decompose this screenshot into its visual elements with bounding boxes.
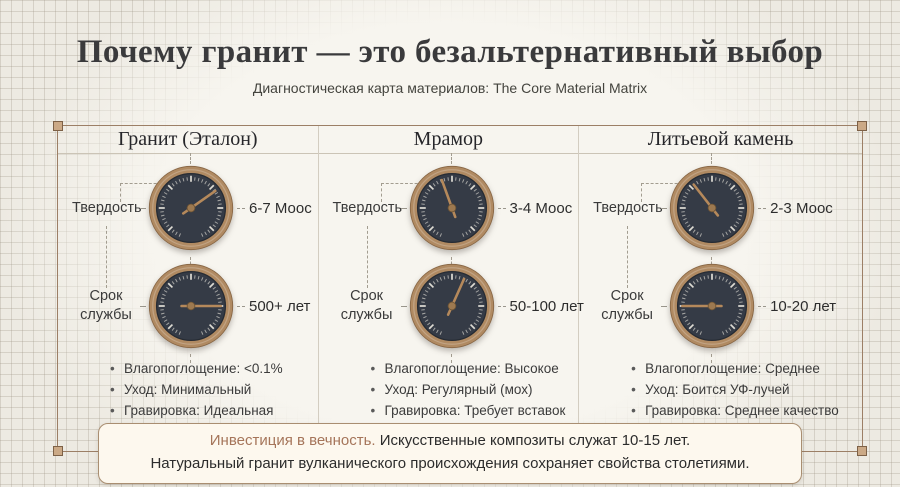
dashed-connector — [497, 207, 506, 209]
list-item: Влагопоглощение: Высокое — [371, 361, 571, 376]
hardness-value: 3-4 Моос — [509, 199, 573, 217]
callout-line-1: Инвестиция в вечность. Искусственные ком… — [114, 430, 786, 453]
lifespan-label: Срок службы — [80, 288, 132, 323]
frame-handle-top-right — [857, 121, 867, 131]
column-marble-body: Твердость 3-4 Моос Срок службы — [319, 153, 584, 451]
dashed-connector — [661, 207, 668, 209]
dashed-connector — [140, 305, 146, 307]
granite-hardness-gauge — [148, 165, 234, 251]
callout-line-2: Натуральный гранит вулканического происх… — [150, 454, 750, 472]
frame-handle-top-left — [53, 121, 63, 131]
page-subtitle: Диагностическая карта материалов: The Co… — [252, 80, 648, 96]
cast-stone-hardness-row: Твердость 2-3 Моос — [593, 162, 854, 254]
marble-properties-list: Влагопоглощение: Высокое Уход: Регулярны… — [371, 361, 571, 418]
hardness-value: 6-7 Моос — [249, 199, 312, 217]
lifespan-value: 500+ лет — [249, 297, 311, 315]
dashed-connector — [237, 305, 245, 307]
granite-lifespan-row: Срок службы 500+ лет — [72, 260, 310, 352]
cast-stone-hardness-gauge — [669, 165, 755, 251]
list-item: Гравировка: Идеальная — [110, 403, 310, 418]
marble-hardness-row: Твердость 3-4 Моос — [333, 162, 573, 254]
lifespan-value: 50-100 лет — [509, 297, 584, 315]
column-marble: Мрамор Твердость 3-4 Моос — [317, 126, 584, 451]
page-title: Почему гранит — это безальтернативный вы… — [76, 34, 824, 70]
dashed-connector — [758, 305, 767, 307]
dashed-connector — [140, 207, 146, 209]
granite-properties-list: Влагопоглощение: <0.1% Уход: Минимальный… — [110, 361, 310, 418]
marble-lifespan-gauge — [409, 263, 495, 349]
callout-text-1: Искусственные композиты служат 10-15 лет… — [379, 432, 691, 449]
column-cast-stone: Литьевой камень Твердость 2 — [578, 126, 862, 451]
granite-hardness-row: Твердость 6-7 Моос — [72, 162, 312, 254]
cast-stone-lifespan-row: Срок службы 10-20 лет — [593, 260, 854, 352]
list-item: Гравировка: Требует вставок — [371, 403, 571, 418]
list-item: Уход: Минимальный — [110, 382, 310, 397]
lifespan-value: 10-20 лет — [770, 297, 837, 315]
column-granite-title: Гранит (Эталон) — [58, 126, 318, 154]
material-columns: Гранит (Эталон) Твердость 6 — [58, 126, 862, 451]
list-item: Уход: Регулярный (мох) — [371, 382, 571, 397]
column-marble-title: Мрамор — [318, 126, 579, 154]
callout-highlight: Инвестиция в вечность. — [209, 432, 376, 449]
page-header: Почему гранит — это безальтернативный вы… — [0, 34, 900, 96]
column-cast-stone-title: Литьевой камень — [579, 126, 862, 154]
lifespan-label: Срок службы — [340, 288, 393, 323]
list-item: Влагопоглощение: Среднее — [631, 361, 854, 376]
column-cast-stone-body: Твердость 2-3 Моос Срок службы — [579, 153, 862, 451]
cast-stone-properties-list: Влагопоглощение: Среднее Уход: Боится УФ… — [631, 361, 854, 418]
material-matrix-panel: Гранит (Эталон) Твердость 6 — [53, 121, 867, 456]
conclusion-callout: Инвестиция в вечность. Искусственные ком… — [98, 423, 802, 484]
dashed-connector — [758, 207, 767, 209]
column-granite: Гранит (Эталон) Твердость 6 — [58, 126, 318, 451]
column-granite-body: Твердость 6-7 Моос Срок службы — [58, 153, 318, 451]
granite-lifespan-gauge — [148, 263, 234, 349]
frame-handle-bottom-left — [53, 446, 63, 456]
list-item: Влагопоглощение: <0.1% — [110, 361, 310, 376]
dashed-connector — [661, 305, 668, 307]
list-item: Уход: Боится УФ-лучей — [631, 382, 854, 397]
dashed-connector — [497, 305, 506, 307]
list-item: Гравировка: Среднее качество — [631, 403, 854, 418]
cast-stone-lifespan-gauge — [669, 263, 755, 349]
dashed-connector — [400, 207, 407, 209]
marble-hardness-gauge — [409, 165, 495, 251]
frame-handle-bottom-right — [857, 446, 867, 456]
dashed-connector — [400, 305, 407, 307]
hardness-value: 2-3 Моос — [770, 199, 833, 217]
lifespan-label: Срок службы — [601, 288, 653, 323]
marble-lifespan-row: Срок службы 50-100 лет — [333, 260, 584, 352]
dashed-connector — [237, 207, 245, 209]
